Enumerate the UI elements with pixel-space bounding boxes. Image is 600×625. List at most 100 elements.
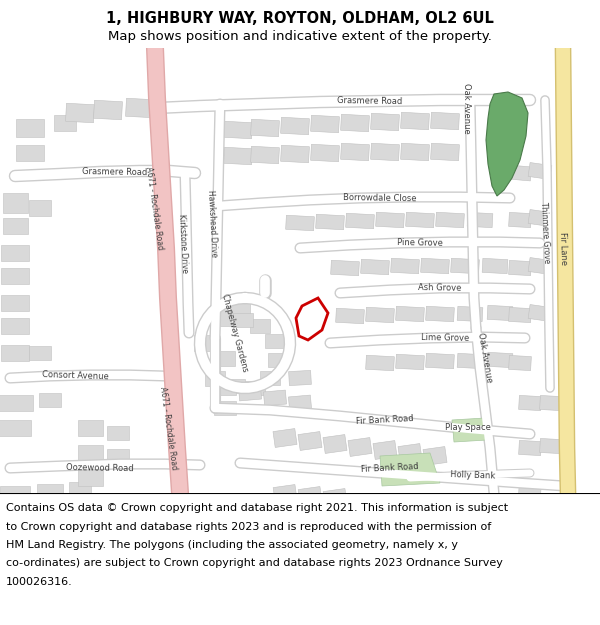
Bar [457,353,483,369]
Bar [289,395,311,411]
Bar [250,319,270,333]
Bar [268,353,288,367]
Bar [423,446,447,466]
Bar [289,371,311,386]
Text: Kirkstone Drive: Kirkstone Drive [177,213,189,272]
Bar [224,121,253,139]
Bar [273,484,297,501]
Bar [260,371,280,385]
Text: Pine Grove: Pine Grove [397,238,443,248]
Bar [401,143,430,161]
Bar [528,304,552,321]
Bar [77,470,103,486]
Bar [431,143,460,161]
Bar [311,115,340,132]
Bar [251,146,280,164]
Bar [401,112,430,130]
Bar [371,113,400,131]
Bar [1,295,29,311]
Text: Chapelway Gardens: Chapelway Gardens [220,293,250,373]
Polygon shape [486,92,528,196]
Bar [298,431,322,451]
Bar [194,335,216,351]
Bar [37,484,63,498]
Bar [395,306,424,322]
Text: Hawkshead Drive: Hawkshead Drive [206,189,218,257]
Bar [77,445,103,461]
Text: co-ordinates) are subject to Crown copyright and database rights 2023 Ordnance S: co-ordinates) are subject to Crown copyr… [6,559,503,569]
Bar [214,401,236,415]
Bar [509,213,532,228]
Bar [1,268,29,284]
Bar [39,393,61,407]
Bar [16,119,44,137]
Text: Fir Bank Road: Fir Bank Road [356,414,414,426]
Text: Play Space: Play Space [445,424,491,432]
Bar [107,426,129,440]
Bar [451,258,479,274]
Bar [482,258,508,274]
Text: 100026316.: 100026316. [6,577,73,587]
Bar [373,441,397,459]
Bar [539,439,560,454]
Bar [245,381,265,395]
Bar [518,396,541,411]
Bar [539,396,560,411]
Bar [365,308,394,322]
Bar [125,98,154,118]
Bar [509,356,532,371]
Text: Oak Avenue: Oak Avenue [463,82,472,133]
Bar [509,308,532,322]
Bar [346,213,374,229]
Bar [298,486,322,504]
Bar [0,420,31,436]
Bar [0,395,32,411]
Bar [281,118,310,135]
Text: Thinmere Grove: Thinmere Grove [539,202,551,264]
Text: Grasmere Road: Grasmere Road [337,96,403,106]
Bar [29,346,51,360]
Bar [487,306,513,321]
Bar [225,379,245,393]
Polygon shape [380,453,440,486]
Bar [29,200,51,216]
Bar [391,258,419,274]
Text: A671 - Rochdale Road: A671 - Rochdale Road [158,386,178,470]
Bar [323,434,347,454]
Bar [230,301,250,316]
Bar [467,213,493,228]
Text: to Crown copyright and database rights 2023 and is reproduced with the permissio: to Crown copyright and database rights 2… [6,521,491,531]
Text: 1, HIGHBURY WAY, ROYTON, OLDHAM, OL2 6UL: 1, HIGHBURY WAY, ROYTON, OLDHAM, OL2 6UL [106,11,494,26]
Bar [214,381,236,395]
Text: A671 - Rochdale Road: A671 - Rochdale Road [143,166,164,250]
Bar [518,481,541,496]
Bar [2,193,28,213]
Bar [528,209,552,226]
Bar [425,353,454,369]
Bar [371,143,400,161]
Text: Grasmere Road: Grasmere Road [82,167,148,177]
Bar [508,165,532,181]
Bar [348,438,372,456]
Bar [209,310,231,326]
Bar [323,489,347,506]
Bar [431,112,460,130]
Text: Holly Bank: Holly Bank [450,470,496,480]
Bar [265,334,285,348]
Bar [406,213,434,228]
Bar [77,420,103,436]
Bar [457,306,483,322]
Bar [286,215,314,231]
Bar [281,145,310,162]
Text: HM Land Registry. The polygons (including the associated geometry, namely x, y: HM Land Registry. The polygons (includin… [6,540,458,550]
Text: Lime Grove: Lime Grove [421,333,469,343]
Bar [54,115,76,131]
Bar [341,114,370,132]
Bar [69,482,91,496]
Text: Contains OS data © Crown copyright and database right 2021. This information is : Contains OS data © Crown copyright and d… [6,503,508,513]
Bar [316,214,344,230]
Bar [376,213,404,228]
Bar [273,429,297,448]
Bar [436,213,464,228]
Bar [65,103,94,122]
